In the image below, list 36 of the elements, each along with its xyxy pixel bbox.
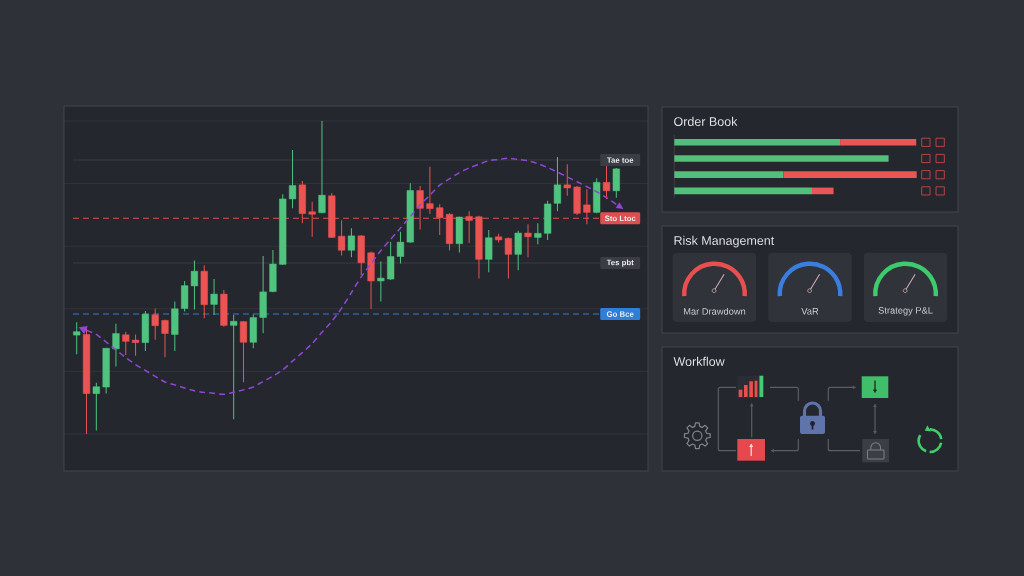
bar — [812, 187, 834, 195]
candlestick — [131, 333, 140, 357]
candlestick — [426, 166, 434, 215]
candlestick — [514, 230, 522, 271]
candlestick — [338, 219, 346, 257]
text: Risk Management — [674, 235, 775, 248]
candlestick — [288, 149, 297, 209]
chart-title: Order Book — [674, 116, 738, 126]
candlestick — [151, 307, 159, 341]
text: VaR — [801, 308, 819, 315]
candlestick — [122, 331, 130, 356]
bar — [674, 171, 784, 179]
candlestick — [377, 261, 385, 303]
bar — [674, 187, 812, 195]
candlestick — [239, 320, 248, 383]
text: Mar Drawdown — [683, 307, 746, 315]
bar — [674, 155, 889, 162]
candlestick — [92, 382, 100, 432]
candlestick — [112, 323, 120, 367]
candlestick — [318, 120, 326, 214]
candlestick — [602, 164, 611, 200]
candlestick — [347, 227, 355, 258]
bar — [674, 138, 841, 146]
candlestick — [485, 229, 493, 273]
candlestick — [210, 278, 218, 316]
candlestick — [563, 163, 571, 197]
text: Strategy P&L — [878, 307, 933, 316]
bar — [783, 171, 917, 179]
candlestick — [612, 167, 620, 199]
bar — [840, 138, 917, 146]
text: Workflow — [673, 356, 725, 366]
candlestick — [524, 223, 532, 258]
candlestick — [534, 222, 542, 245]
candlestick — [73, 321, 81, 355]
candlestick — [161, 319, 169, 358]
candlestick — [230, 314, 238, 420]
